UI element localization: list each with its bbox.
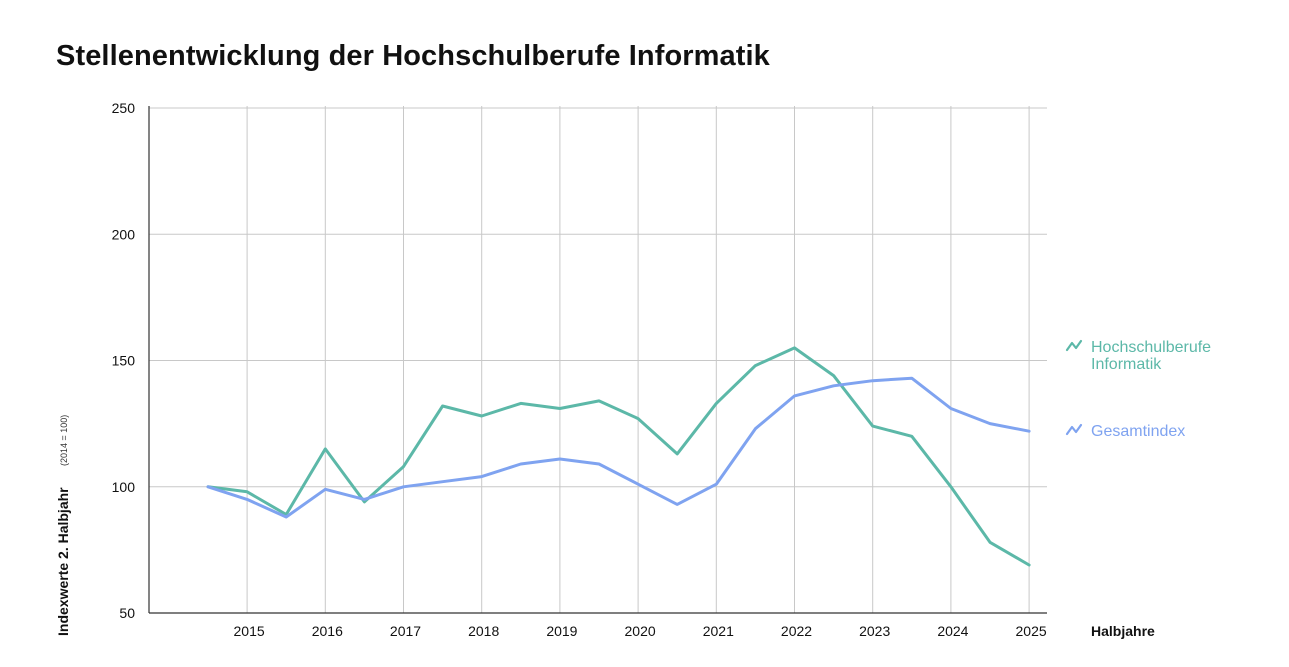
legend-line-icon: [1065, 339, 1083, 352]
legend-label-line: Informatik: [1091, 356, 1162, 373]
series-line-gesamtindex: [206, 376, 1031, 519]
tick-labels: 50 100 150 200 250 2015 2016 2017 2018 2019 2020 20…: [55, 100, 1155, 639]
legend-label: Hochschulberufe Informatik: [1091, 339, 1211, 373]
y-tick-label: 100: [112, 479, 136, 495]
x-tick-label: 2022: [781, 623, 812, 639]
x-tick-label: 2017: [390, 623, 421, 639]
axes: [148, 106, 1047, 614]
series-lines: [206, 346, 1031, 567]
x-tick-label: 2019: [546, 623, 577, 639]
y-axis-title-note: (2014 = 100): [59, 415, 69, 466]
x-tick-label: 2021: [703, 623, 734, 639]
y-tick-label: 250: [112, 100, 136, 116]
y-axis-title: Indexwerte 2. Halbjahr: [55, 487, 71, 636]
chart-title: Stellenentwicklung der Hochschulberufe I…: [56, 40, 770, 72]
x-axis-title: Halbjahre: [1091, 623, 1155, 639]
legend: Hochschulberufe Informatik Gesamtindex: [1065, 339, 1211, 440]
series-line-hochschulberufe-informatik: [206, 346, 1031, 567]
y-tick-label: 200: [112, 226, 136, 242]
x-tick-label: 2024: [937, 623, 968, 639]
x-tick-label: 2015: [234, 623, 265, 639]
x-tick-label: 2020: [625, 623, 656, 639]
legend-label: Gesamtindex: [1091, 423, 1185, 440]
legend-line-icon: [1065, 423, 1083, 436]
y-axis-title-group: Indexwerte 2. Halbjahr (2014 = 100): [55, 415, 71, 636]
x-tick-label: 2016: [312, 623, 343, 639]
x-tick-label: 2023: [859, 623, 890, 639]
x-tick-label: 2018: [468, 623, 499, 639]
x-tick-label: 2025: [1016, 623, 1047, 639]
legend-label-line: Hochschulberufe: [1091, 339, 1211, 356]
y-tick-label: 50: [119, 605, 135, 621]
y-tick-label: 150: [112, 353, 136, 369]
grid: [149, 106, 1047, 613]
